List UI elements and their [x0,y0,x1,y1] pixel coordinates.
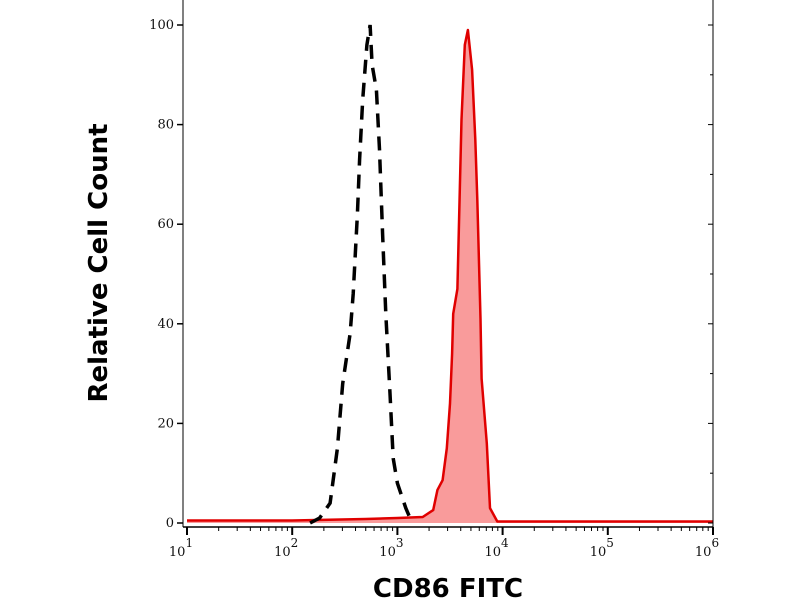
x-tick-exponent: 2 [291,536,299,550]
x-tick-base: 10 [169,545,186,560]
x-tick-exponent: 3 [396,536,404,550]
y-tick-label: 100 [149,18,174,33]
x-tick-label: 102 [274,536,298,560]
series-line-control [309,24,414,525]
x-tick-exponent: 5 [606,536,614,550]
x-tick-base: 10 [274,545,291,560]
y-tick-label: 80 [157,118,174,133]
x-tick-label: 103 [379,536,403,560]
x-tick-label: 105 [590,536,614,560]
x-tick-base: 10 [379,545,396,560]
x-tick-label: 106 [695,536,719,560]
y-tick-label: 20 [157,416,174,431]
x-tick-exponent: 1 [185,536,193,550]
y-tick-label: 40 [157,317,174,332]
x-tick-base: 10 [695,545,712,560]
x-axis-label: CD86 FITC [373,574,523,600]
y-tick-label: 0 [166,516,174,531]
series-fill-area [187,30,713,523]
y-axis-label: Relative Cell Count [84,123,114,402]
x-tick-exponent: 6 [711,536,719,550]
x-tick-label: 101 [169,536,193,560]
x-tick-base: 10 [485,545,502,560]
plot-area [187,24,713,525]
y-tick-label: 60 [157,217,174,232]
x-tick-exponent: 4 [501,536,509,550]
x-tick-label: 104 [485,536,510,560]
series-line-sample [187,28,713,523]
x-tick-base: 10 [590,545,607,560]
